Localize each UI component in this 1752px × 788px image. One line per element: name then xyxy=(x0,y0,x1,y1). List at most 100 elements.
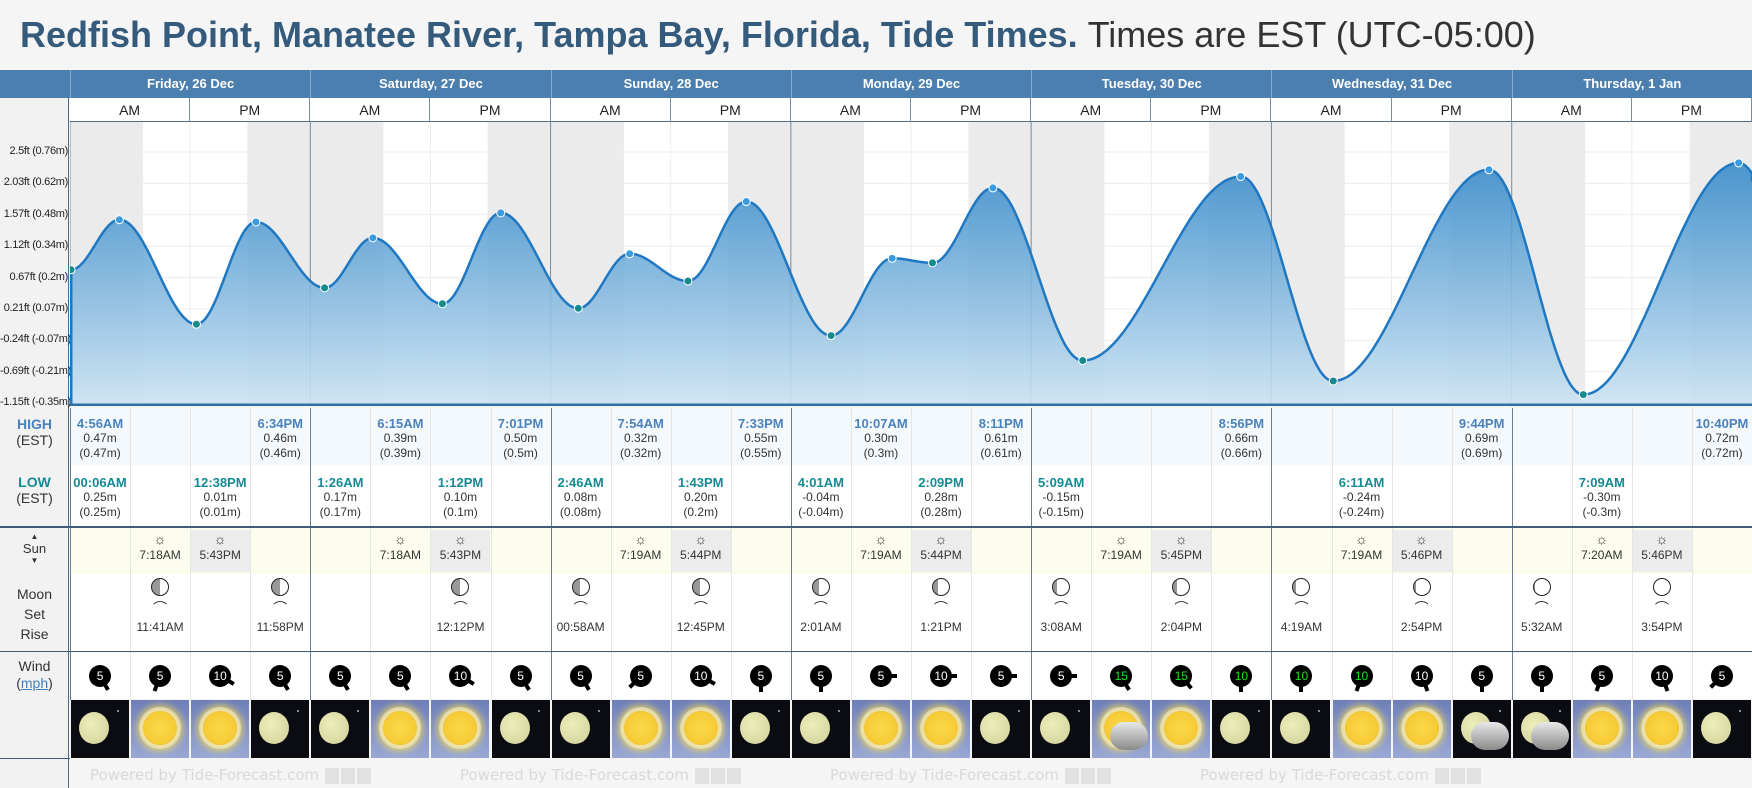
low-tide-cell: 2:09PM 0.28m (0.28m) xyxy=(911,475,971,520)
tide-time: 8:11PM xyxy=(978,416,1024,431)
slot-divider xyxy=(250,408,252,700)
tide-time: 1:12PM xyxy=(437,475,484,490)
tide-height: 0.17m xyxy=(323,490,357,504)
moon-phase-icon xyxy=(451,578,470,596)
sunset-cell: ☼ 5:43PM xyxy=(430,530,491,572)
tide-height: 0.72m xyxy=(1705,431,1739,445)
tide-height: 0.69m xyxy=(1464,431,1499,445)
low-tide-point[interactable] xyxy=(191,319,201,329)
low-tz-label: (EST) xyxy=(16,490,53,506)
moon-time: 1:21PM xyxy=(920,620,962,634)
tide-height-alt: (0.28m) xyxy=(920,505,962,519)
high-tide-point[interactable] xyxy=(741,197,751,207)
am-label: AM xyxy=(790,98,911,122)
high-tide-cell: 6:34PM 0.46m (0.46m) xyxy=(250,416,310,461)
tide-height: 0.08m xyxy=(563,490,598,504)
low-tide-point[interactable] xyxy=(70,265,76,275)
high-tide-point[interactable] xyxy=(114,215,124,225)
tide-height-alt: (-0.15m) xyxy=(1038,505,1084,519)
low-row-label: LOW (EST) xyxy=(0,474,69,506)
wind-unit-link[interactable]: mph xyxy=(20,675,49,691)
high-tide-point[interactable] xyxy=(368,233,378,243)
high-tide-point[interactable] xyxy=(1484,165,1494,175)
low-tide-point[interactable] xyxy=(928,258,938,268)
tide-time: 7:09AM xyxy=(1578,475,1625,490)
moonrise-icon: ⌒ xyxy=(153,600,168,616)
tide-time: 12:38PM xyxy=(193,475,247,490)
low-tide-point[interactable] xyxy=(826,331,836,341)
wind-speed: 10 xyxy=(1650,665,1673,687)
tide-height: 0.50m xyxy=(503,431,538,445)
low-tide-point[interactable] xyxy=(683,276,693,286)
wind-indicator: 5 xyxy=(329,665,352,691)
low-tide-point[interactable] xyxy=(1578,390,1588,400)
weather-sun-icon xyxy=(371,700,430,758)
low-tide-point[interactable] xyxy=(573,303,583,313)
low-tide-point[interactable] xyxy=(1078,356,1088,366)
tide-time: 6:11AM xyxy=(1338,475,1385,490)
pm-label: PM xyxy=(1391,98,1512,122)
slot-divider xyxy=(1151,408,1153,700)
high-tide-point[interactable] xyxy=(1236,172,1246,182)
wind-indicator: 10 xyxy=(449,665,476,687)
sun-glyph xyxy=(203,711,238,745)
wind-indicator: 10 xyxy=(1350,665,1373,692)
wind-speed: 5 xyxy=(869,665,892,687)
weather-sun-icon xyxy=(1332,700,1391,758)
weather-sun-cloud-icon xyxy=(1092,700,1151,758)
sunset-icon: ☼ xyxy=(1415,531,1429,547)
tide-height: 0.61m xyxy=(984,431,1018,445)
weather-moon-icon xyxy=(491,700,550,758)
moon-glyph xyxy=(1220,712,1251,744)
cloud-glyph xyxy=(1110,722,1149,750)
sunset-icon: ☼ xyxy=(454,531,467,547)
moon-glyph xyxy=(559,712,590,744)
tide-height: 0.46m xyxy=(263,431,297,445)
day-header: Monday, 29 Dec xyxy=(790,70,1032,98)
star-glyph xyxy=(837,710,840,712)
tide-height-alt: (-0.24m) xyxy=(1338,505,1385,519)
sunset-icon: ☼ xyxy=(694,531,708,547)
pm-label: PM xyxy=(1151,98,1272,122)
moon-glyph xyxy=(1280,712,1311,744)
wind-speed: 5 xyxy=(1710,665,1733,687)
wind-speed: 5 xyxy=(569,665,592,687)
high-tide-point[interactable] xyxy=(251,217,261,227)
am-label: AM xyxy=(70,98,191,122)
moon-phase-icon xyxy=(932,578,951,596)
high-row-label: HIGH (EST) xyxy=(0,416,69,448)
wind-indicator: 15 xyxy=(1110,665,1133,691)
wind-indicator: 5 xyxy=(1050,665,1078,687)
pm-label: PM xyxy=(190,98,311,122)
tide-time: 1:26AM xyxy=(317,475,364,490)
high-tide-point[interactable] xyxy=(625,249,635,259)
low-tide-point[interactable] xyxy=(320,283,330,293)
sunset-time: 5:44PM xyxy=(920,548,962,562)
am-label: AM xyxy=(1511,98,1632,122)
day-header: Tuesday, 30 Dec xyxy=(1031,70,1272,98)
sunset-cell: ☼ 5:44PM xyxy=(670,530,731,572)
moon-phase-icon xyxy=(1412,578,1431,596)
low-tide-point[interactable] xyxy=(1328,376,1338,386)
tide-time: 6:34PM xyxy=(257,416,303,431)
weather-sun-icon xyxy=(1572,700,1631,758)
tide-height: 0.01m xyxy=(203,490,237,504)
high-tide-point[interactable] xyxy=(496,208,506,218)
sunset-cell: ☼ 5:43PM xyxy=(190,530,251,572)
wind-indicator: 5 xyxy=(869,665,897,687)
watermark-text: Powered by Tide-Forecast.com xyxy=(1200,766,1430,784)
moon-glyph xyxy=(799,712,830,744)
sunset-time: 5:43PM xyxy=(199,548,241,562)
moon-time: 11:41AM xyxy=(136,620,184,634)
high-tide-point[interactable] xyxy=(988,183,998,193)
moon-phase-icon xyxy=(1532,578,1551,596)
sunset-icon: ☼ xyxy=(1174,531,1188,547)
low-tide-point[interactable] xyxy=(437,299,447,309)
weather-moon-icon xyxy=(731,700,790,758)
weather-sun-icon xyxy=(1632,700,1691,758)
high-tide-point[interactable] xyxy=(1734,158,1744,168)
moon-glyph xyxy=(739,712,770,744)
high-tide-point[interactable] xyxy=(887,253,897,263)
wind-speed: 10 xyxy=(930,665,953,687)
day-header: Wednesday, 31 Dec xyxy=(1271,70,1512,98)
